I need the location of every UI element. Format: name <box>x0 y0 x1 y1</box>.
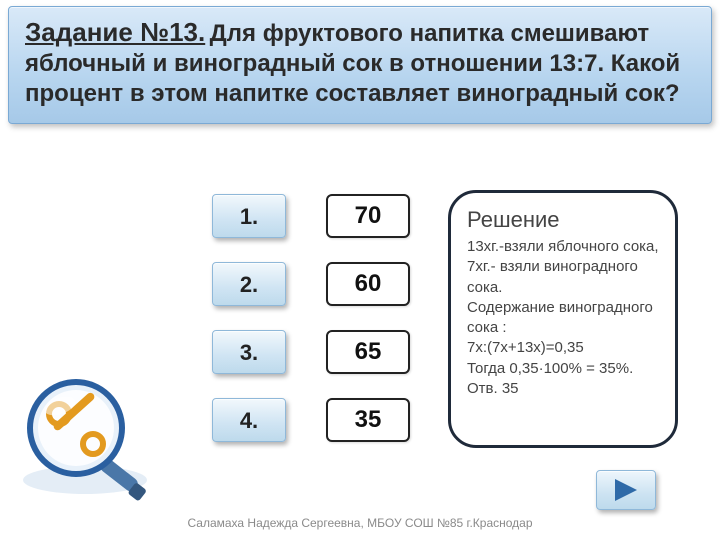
option-button-3[interactable]: 3. <box>212 330 286 374</box>
option-values-column: 70 60 65 35 <box>326 194 416 466</box>
solution-panel: Решение 13хг.-взяли яблочного сока, 7хг.… <box>448 190 678 448</box>
option-button-4[interactable]: 4. <box>212 398 286 442</box>
arrow-right-icon <box>611 477 641 503</box>
percent-magnifier-icon <box>10 370 160 510</box>
solution-title: Решение <box>467 207 659 233</box>
option-value-3: 65 <box>326 330 410 374</box>
option-buttons-column: 1. 2. 3. 4. <box>212 194 292 466</box>
option-value-1: 70 <box>326 194 410 238</box>
option-button-1[interactable]: 1. <box>212 194 286 238</box>
solution-body: 13хг.-взяли яблочного сока, 7хг.- взяли … <box>467 237 659 399</box>
option-value-2: 60 <box>326 262 410 306</box>
option-button-2[interactable]: 2. <box>212 262 286 306</box>
next-button[interactable] <box>596 470 656 510</box>
option-value-4: 35 <box>326 398 410 442</box>
footer-credit: Саламаха Надежда Сергеевна, МБОУ СОШ №85… <box>0 516 720 530</box>
task-header: Задание №13. Для фруктового напитка смеш… <box>8 6 712 124</box>
task-number: Задание №13. <box>25 17 205 47</box>
